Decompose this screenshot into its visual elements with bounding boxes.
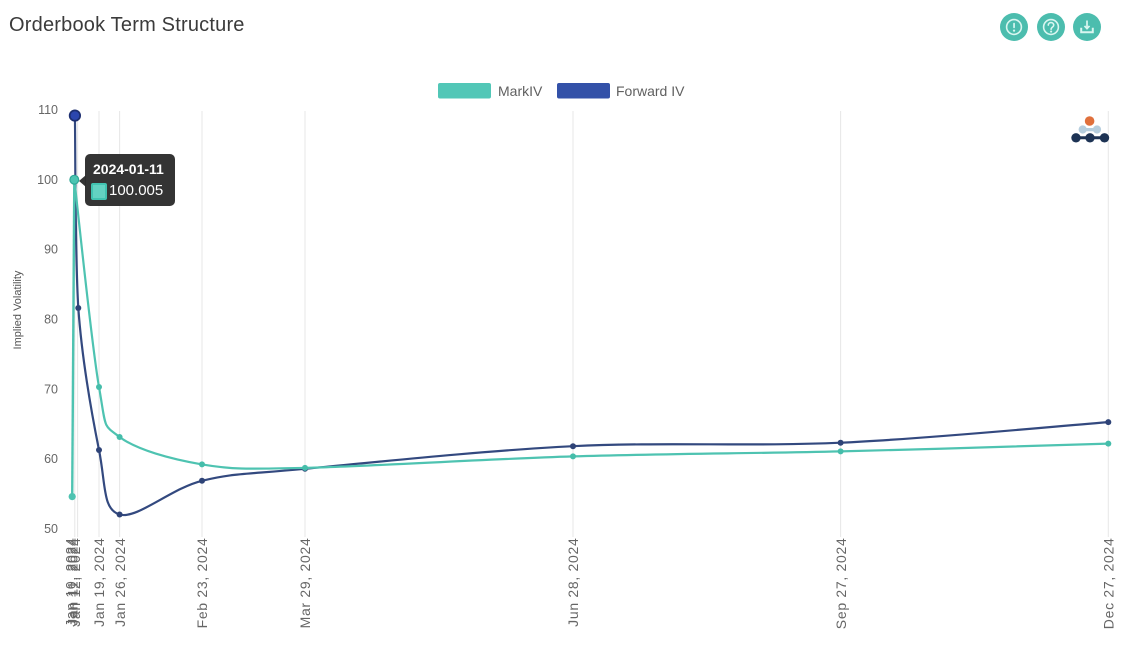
svg-text:Sep 27, 2024: Sep 27, 2024 — [833, 538, 849, 630]
svg-text:110: 110 — [38, 103, 58, 117]
svg-text:Mar 29, 2024: Mar 29, 2024 — [297, 538, 313, 629]
svg-text:60: 60 — [44, 452, 58, 466]
svg-text:Feb 23, 2024: Feb 23, 2024 — [194, 538, 210, 629]
svg-text:70: 70 — [44, 382, 58, 396]
svg-text:Dec 27, 2024: Dec 27, 2024 — [1101, 538, 1117, 630]
svg-text:Implied Volatility: Implied Volatility — [12, 270, 24, 349]
svg-text:50: 50 — [44, 522, 58, 536]
svg-text:90: 90 — [44, 243, 58, 257]
svg-text:100: 100 — [37, 173, 58, 187]
svg-text:Jan 19, 2024: Jan 19, 2024 — [91, 538, 107, 627]
svg-text:Jan 12, 2024: Jan 12, 2024 — [67, 538, 83, 627]
svg-text:Jan 10, 2024: Jan 10, 2024 — [63, 538, 79, 627]
svg-text:Jun 28, 2024: Jun 28, 2024 — [565, 538, 581, 627]
svg-text:MarkIV: MarkIV — [498, 83, 543, 99]
svg-text:Forward IV: Forward IV — [616, 83, 685, 99]
svg-text:Jan 26, 2024: Jan 26, 2024 — [112, 538, 128, 627]
svg-text:80: 80 — [44, 313, 58, 327]
svg-text:Jan 11, 2024: Jan 11, 2024 — [65, 538, 81, 626]
